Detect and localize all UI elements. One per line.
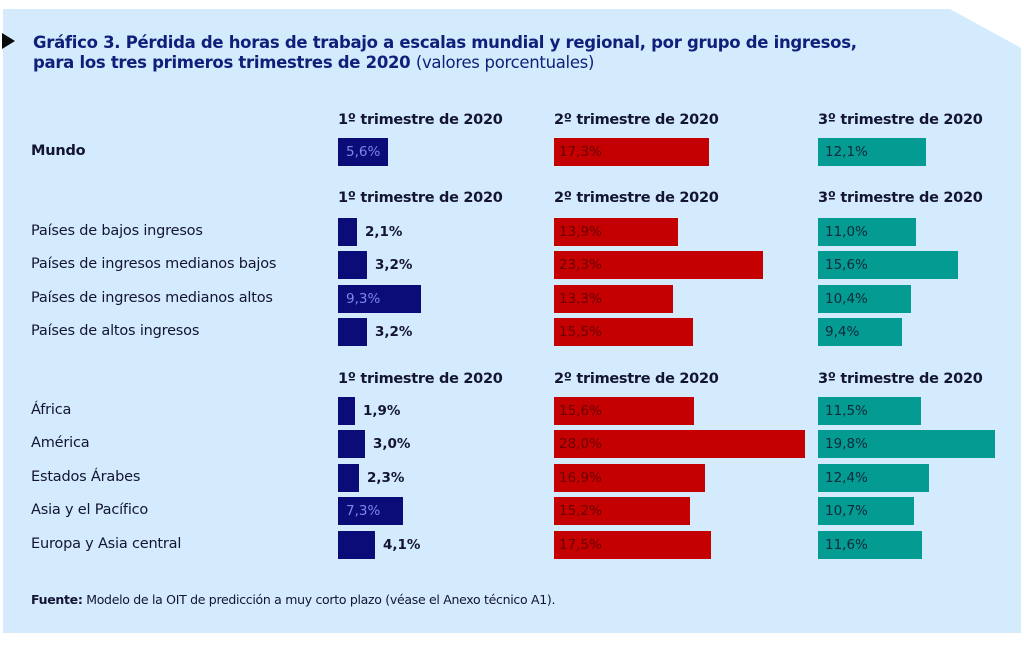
bar-q2 (554, 318, 693, 347)
row-label: Países de ingresos medianos altos (31, 289, 273, 306)
bar-q3 (818, 218, 916, 246)
bar-q1 (338, 397, 355, 425)
bar-q1 (338, 284, 421, 313)
bar-q1 (338, 530, 375, 559)
bar-q1 (338, 497, 403, 526)
bar-q3 (818, 284, 911, 313)
column-header-q1: 1º trimestre de 2020 (338, 371, 503, 387)
data-label-q3: 12,4% (825, 469, 868, 486)
data-label-q1: 7,3% (346, 503, 381, 520)
chart-subtitle: (valores porcentuales) (415, 53, 595, 72)
bar-q3 (818, 530, 922, 559)
data-label-q1: 9,3% (346, 290, 381, 307)
data-label-q3: 9,4% (825, 324, 860, 341)
bar-q2 (554, 251, 763, 280)
source-text: Modelo de la OIT de predicción a muy cor… (82, 592, 556, 607)
chart-title-line1: Gráfico 3. Pérdida de horas de trabajo a… (33, 33, 857, 52)
row-label: Países de ingresos medianos bajos (31, 256, 277, 273)
data-label-q1: 1,9% (363, 403, 401, 419)
data-label-q2: 23,3% (559, 257, 602, 274)
source-label: Fuente: (31, 592, 83, 607)
row-label: Europa y Asia central (31, 535, 182, 552)
bar-q2 (554, 463, 705, 492)
bar-q3 (818, 430, 995, 459)
data-label-q3: 12,1% (825, 144, 868, 160)
bar-q3 (818, 251, 958, 280)
column-header-q1: 1º trimestre de 2020 (338, 112, 503, 128)
triangle-bullet-icon (2, 33, 15, 49)
bar-q1 (338, 138, 388, 166)
chart-title: Gráfico 3. Pérdida de horas de trabajo a… (33, 33, 857, 52)
bar-q1 (338, 218, 357, 246)
bar-q3 (818, 497, 914, 526)
row-label: América (31, 435, 90, 452)
bar-q2 (554, 284, 673, 313)
column-header-q3: 3º trimestre de 2020 (818, 112, 983, 128)
data-label-q3: 10,4% (825, 290, 868, 307)
bar-q3 (818, 318, 902, 347)
data-label-q3: 10,7% (825, 503, 868, 520)
column-header-q2: 2º trimestre de 2020 (554, 371, 719, 387)
data-label-q2: 16,9% (559, 469, 602, 486)
data-label-q1: 2,1% (365, 224, 403, 240)
data-label-q3: 15,6% (825, 257, 868, 274)
row-label: Países de bajos ingresos (31, 223, 203, 239)
bar-q3 (818, 397, 921, 425)
bar-q2 (554, 397, 694, 425)
data-label-q1: 2,3% (367, 469, 405, 486)
data-label-q3: 11,5% (825, 403, 868, 419)
chart-title-line2: para los tres primeros trimestres de 202… (33, 53, 411, 72)
data-label-q1: 3,2% (375, 324, 413, 341)
row-label: África (31, 402, 72, 418)
data-label-q2: 15,5% (559, 324, 602, 341)
data-label-q1: 3,2% (375, 257, 413, 274)
data-label-q2: 17,3% (559, 144, 602, 160)
data-label-q1: 3,0% (373, 436, 411, 453)
source-note: Fuente: Modelo de la OIT de predicción a… (31, 592, 555, 607)
data-label-q2: 13,3% (559, 290, 602, 307)
data-label-q2: 15,6% (559, 403, 602, 419)
column-header-q3: 3º trimestre de 2020 (818, 371, 983, 387)
column-header-q3: 3º trimestre de 2020 (818, 190, 983, 206)
row-label: Estados Árabes (31, 468, 141, 485)
column-header-q1: 1º trimestre de 2020 (338, 190, 503, 206)
data-label-q2: 15,2% (559, 503, 602, 520)
data-label-q1: 5,6% (346, 144, 381, 160)
row-label: Mundo (31, 143, 86, 159)
bar-q1 (338, 318, 367, 347)
bar-q1 (338, 430, 365, 459)
bar-q3 (818, 138, 926, 166)
bar-q2 (554, 497, 690, 526)
data-label-q2: 17,5% (559, 536, 602, 553)
data-label-q3: 19,8% (825, 436, 868, 453)
bar-q2 (554, 218, 678, 246)
chart-title-line2-wrap: para los tres primeros trimestres de 202… (33, 53, 594, 72)
data-label-q1: 4,1% (383, 536, 421, 553)
column-header-q2: 2º trimestre de 2020 (554, 190, 719, 206)
bar-q1 (338, 463, 359, 492)
row-label: Países de altos ingresos (31, 323, 200, 340)
data-label-q3: 11,6% (825, 536, 868, 553)
data-label-q3: 11,0% (825, 224, 868, 240)
column-header-q2: 2º trimestre de 2020 (554, 112, 719, 128)
bar-q3 (818, 463, 929, 492)
bar-q1 (338, 251, 367, 280)
bar-q2 (554, 430, 805, 459)
bar-q2 (554, 530, 711, 559)
row-label: Asia y el Pacífico (31, 502, 149, 519)
data-label-q2: 13,9% (559, 224, 602, 240)
bar-q2 (554, 138, 709, 166)
data-label-q2: 28,0% (559, 436, 602, 453)
